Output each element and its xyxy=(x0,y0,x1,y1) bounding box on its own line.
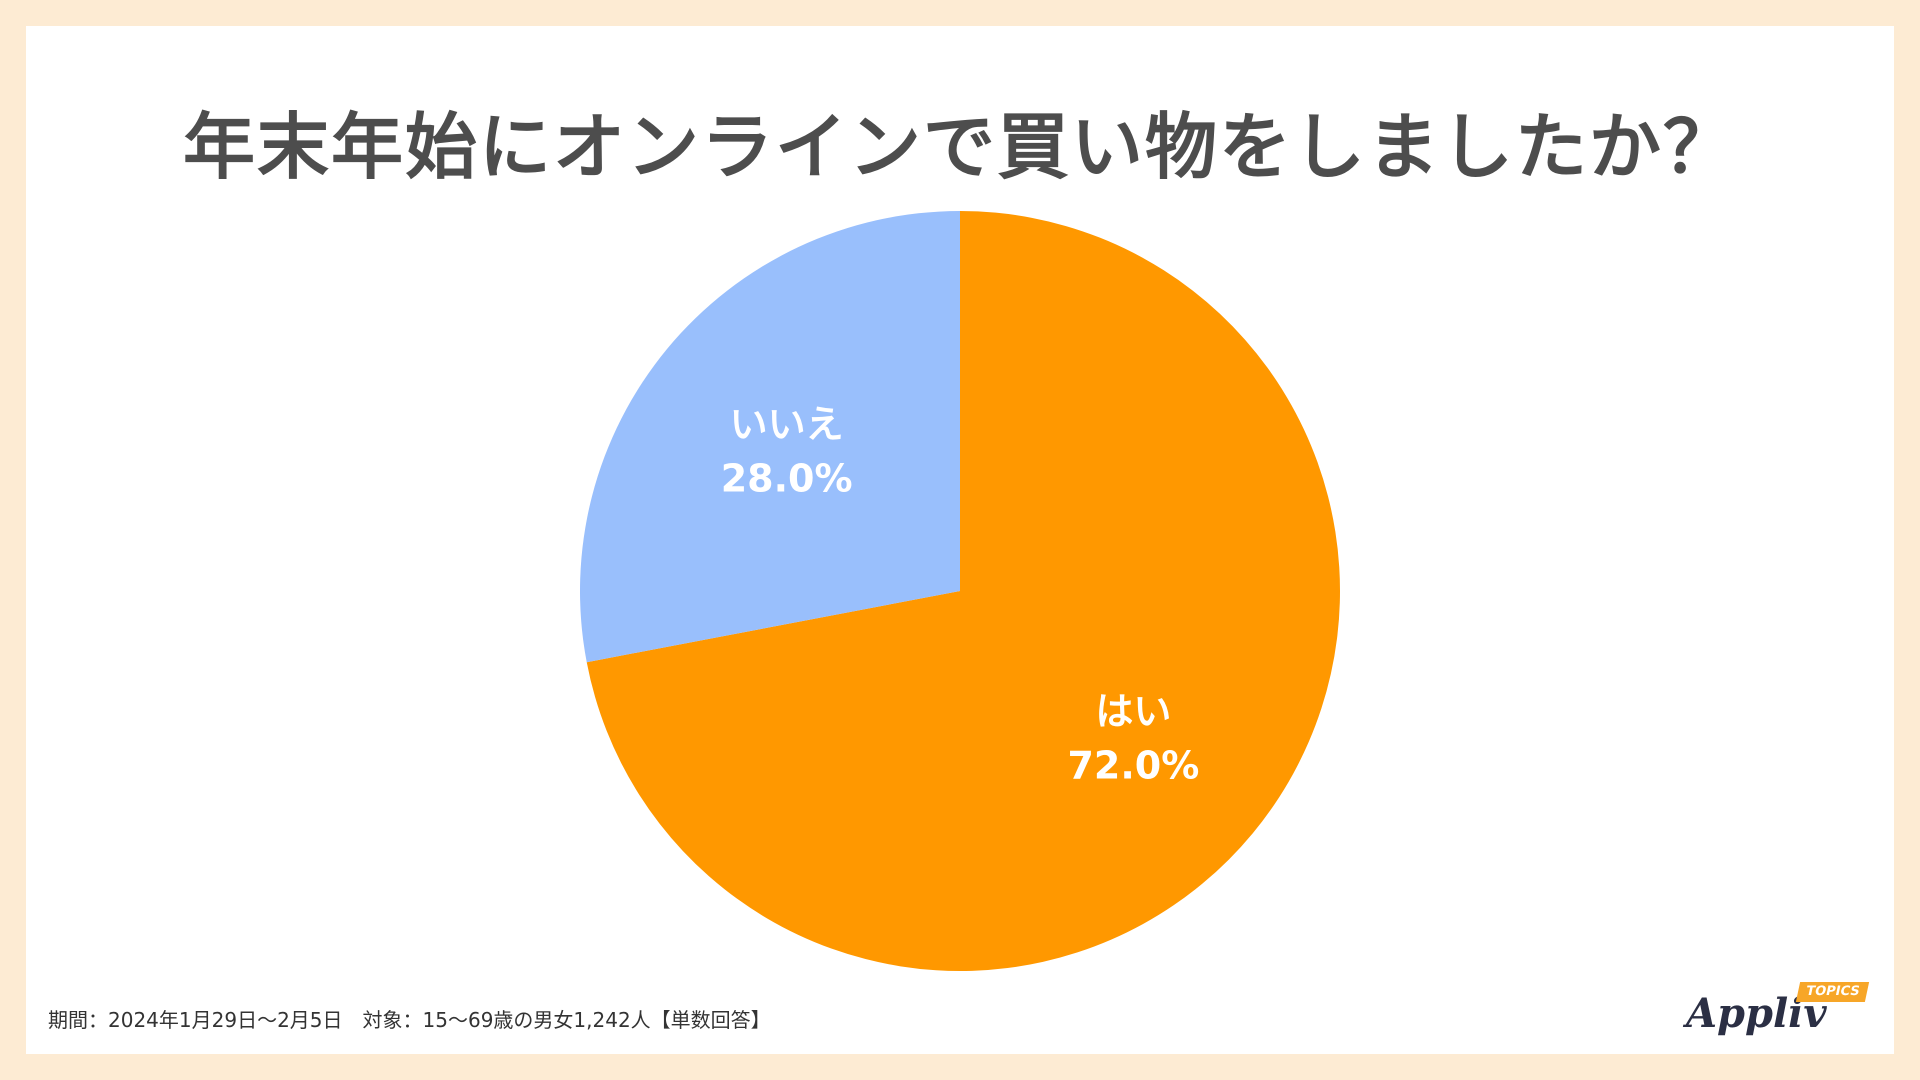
slice-value-label: 72.0% xyxy=(1067,743,1199,787)
pie-slice-1 xyxy=(579,211,960,663)
slice-category-label: はい xyxy=(1095,689,1171,733)
pie-slice-0 xyxy=(586,211,1341,972)
logo-badge: TOPICS xyxy=(1795,982,1870,1002)
chart-title: 年末年始にオンラインで買い物をしましたか？ xyxy=(182,105,1737,189)
chart-card: 年末年始にオンラインで買い物をしましたか？ はい 72.0% いいえ 28.0% 期間… xyxy=(26,26,1894,1054)
appliv-topics-logo: Appliv TOPICS xyxy=(1686,976,1876,1046)
pie-chart: はい 72.0% いいえ 28.0% xyxy=(579,211,1341,972)
slice-value-label: 28.0% xyxy=(721,457,853,501)
survey-footnote: 期間：2024年1月29日〜2月5日 対象：15〜69歳の男女1,242人【単数… xyxy=(48,1008,771,1032)
slice-category-label: いいえ xyxy=(730,403,844,447)
